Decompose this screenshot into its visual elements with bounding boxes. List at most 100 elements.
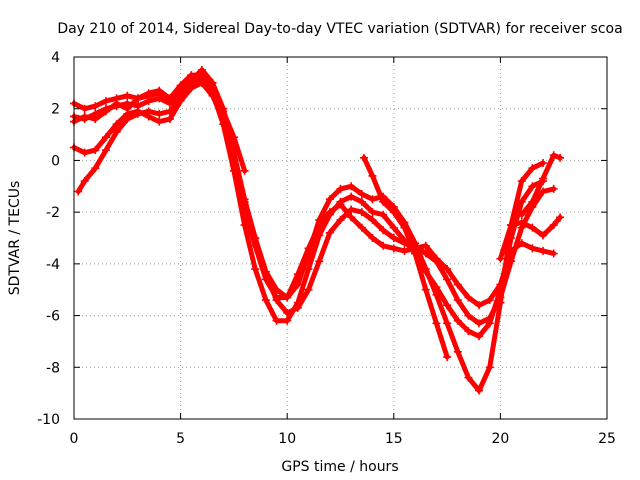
- data-point-arc-2: [304, 265, 313, 274]
- data-point-arc-6: [368, 171, 377, 180]
- data-point-arc-6: [411, 249, 420, 258]
- data-point-arc-4: [229, 161, 238, 170]
- data-point-arc-4: [272, 293, 281, 302]
- data-point-arc-4: [74, 187, 83, 196]
- x-tick-label: 15: [385, 431, 403, 447]
- plot-frame: [73, 56, 608, 420]
- data-point-arc-2: [464, 327, 473, 336]
- series-line-arc-3: [71, 75, 557, 326]
- data-point-arc-3: [304, 285, 313, 294]
- data-point-arc-3: [368, 215, 377, 224]
- data-point-arc-3: [112, 120, 121, 129]
- data-point-arc-4: [517, 239, 526, 248]
- data-point-arc-1: [336, 184, 345, 193]
- data-point-arc-1: [517, 177, 526, 186]
- data-point-arc-7: [507, 221, 516, 230]
- data-point-arc-1: [475, 386, 484, 395]
- data-point-arc-1: [101, 96, 110, 105]
- data-point-arc-4: [368, 234, 377, 242]
- y-tick-label: 2: [51, 102, 60, 118]
- data-point-arc-3: [293, 303, 302, 312]
- data-point-arc-2: [155, 94, 164, 103]
- data-point-arc-4: [336, 200, 345, 209]
- data-point-arc-1: [347, 182, 356, 191]
- y-tick-label: -10: [37, 412, 60, 428]
- data-point-arc-2: [475, 332, 484, 341]
- data-point-arc-3: [549, 184, 558, 193]
- data-point-arc-4: [123, 115, 132, 124]
- data-point-arc-3: [475, 319, 484, 328]
- data-point-arc-2: [421, 267, 430, 276]
- data-point-arc-4: [251, 241, 260, 250]
- data-point-arc-2: [251, 265, 260, 274]
- data-point-arc-2: [432, 283, 441, 292]
- y-tick-label: -8: [46, 360, 60, 376]
- data-point-arc-1: [325, 195, 334, 204]
- data-point-arc-5: [219, 107, 228, 116]
- series-line-arc-4: [75, 80, 557, 308]
- y-axis-label: SDTVAR / TECUs: [7, 181, 23, 296]
- x-axis-label: GPS time / hours: [281, 459, 398, 475]
- data-point-arc-5: [123, 104, 132, 113]
- data-point-arc-3: [325, 228, 334, 237]
- data-point-arc-2: [528, 182, 537, 191]
- data-point-arc-4: [539, 246, 548, 255]
- data-point-arc-8: [528, 197, 537, 206]
- data-point-arc-4: [240, 205, 249, 214]
- data-point-arc-4: [389, 244, 398, 253]
- data-point-arc-3: [155, 117, 164, 126]
- chart-title: Day 210 of 2014, Sidereal Day-to-day VTE…: [57, 21, 622, 37]
- data-point-arc-4: [347, 213, 356, 222]
- data-point-arc-5: [155, 86, 164, 95]
- data-point-arc-3: [464, 311, 473, 320]
- x-tick-label: 20: [491, 431, 509, 447]
- data-point-arc-3: [315, 257, 324, 266]
- data-point-arc-2: [144, 96, 153, 105]
- data-point-arc-2: [379, 210, 388, 219]
- data-point-arc-4: [315, 221, 324, 230]
- data-point-arc-1: [80, 104, 89, 113]
- data-point-arc-5: [229, 133, 238, 142]
- data-point-arc-4: [549, 249, 558, 258]
- data-point-arc-5: [133, 94, 142, 103]
- data-point-arc-7: [549, 221, 558, 230]
- data-point-arc-4: [197, 78, 206, 87]
- data-point-arc-4: [443, 265, 452, 274]
- data-point-arc-6: [359, 153, 368, 162]
- data-point-arc-4: [144, 107, 153, 116]
- data-point-arc-6: [421, 285, 430, 294]
- data-point-arc-3: [379, 226, 388, 235]
- data-point-arc-4: [453, 280, 462, 289]
- data-point-arc-1: [368, 195, 377, 204]
- data-point-arc-3: [283, 308, 292, 317]
- x-tick-label: 10: [278, 431, 296, 447]
- data-point-arc-7: [496, 254, 505, 263]
- data-point-arc-4: [379, 241, 388, 250]
- data-point-arc-7: [528, 223, 537, 232]
- y-tick-label: -6: [46, 309, 60, 325]
- x-tick-label: 0: [70, 431, 79, 447]
- data-point-arc-7: [517, 218, 526, 227]
- data-point-arc-5: [80, 112, 89, 121]
- ticks: 0 5 10 15 20 25 -10 -8 -6 -4 -2 0 2 4: [37, 50, 616, 447]
- data-point-arc-2: [443, 301, 452, 310]
- data-point-arc-4: [507, 246, 516, 255]
- data-point-arc-5: [101, 107, 110, 116]
- data-point-arc-5: [240, 166, 249, 175]
- y-tick-label: -2: [46, 205, 60, 221]
- data-point-arc-8: [539, 174, 548, 183]
- data-point-arc-6: [443, 352, 452, 361]
- data-point-arc-4: [176, 94, 185, 103]
- data-point-arc-4: [187, 84, 196, 93]
- data-point-arc-6: [389, 208, 398, 217]
- data-point-arc-1: [123, 91, 132, 100]
- data-point-arc-3: [357, 208, 366, 217]
- data-point-arc-5: [208, 84, 217, 93]
- data-point-arc-3: [91, 146, 100, 155]
- data-point-arc-3: [496, 293, 505, 302]
- data-point-arc-2: [347, 192, 356, 201]
- x-tick-label: 5: [176, 431, 185, 447]
- series-group: [70, 65, 565, 395]
- data-point-arc-2: [261, 296, 270, 305]
